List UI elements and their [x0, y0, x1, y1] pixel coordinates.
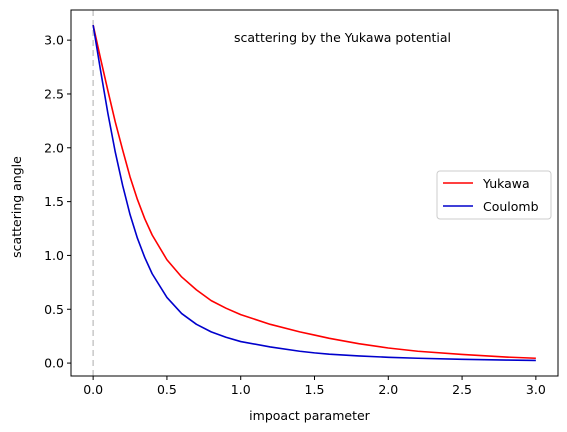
- y-tick-label: 1.0: [44, 248, 64, 263]
- x-tick-label: 2.5: [452, 382, 472, 397]
- x-ticks: 0.0 0.5 1.0 1.5 2.0 2.5 3.0: [83, 376, 546, 397]
- legend: Yukawa Coulomb: [436, 170, 552, 220]
- x-axis-label: impoact parameter: [249, 408, 370, 423]
- chart-annotation: scattering by the Yukawa potential: [234, 30, 451, 45]
- y-tick-label: 3.0: [44, 33, 64, 48]
- y-tick-label: 2.5: [44, 86, 64, 101]
- x-tick-label: 1.0: [231, 382, 251, 397]
- x-tick-label: 2.0: [378, 382, 398, 397]
- x-tick-label: 0.5: [157, 382, 177, 397]
- series-line-coulomb: [92, 24, 536, 362]
- y-tick-label: 0.0: [44, 356, 64, 371]
- y-tick-label: 1.5: [44, 194, 64, 209]
- y-tick-label: 0.5: [44, 302, 64, 317]
- x-tick-label: 0.0: [83, 382, 103, 397]
- series-layer: [92, 24, 536, 362]
- series-line-yukawa: [92, 24, 536, 360]
- y-tick-label: 2.0: [44, 140, 64, 155]
- y-ticks: 0.0 0.5 1.0 1.5 2.0 2.5 3.0: [44, 33, 71, 371]
- x-tick-label: 3.0: [526, 382, 546, 397]
- y-axis-label: scattering angle: [9, 156, 24, 258]
- legend-label-yukawa: Yukawa: [482, 176, 530, 191]
- legend-label-coulomb: Coulomb: [483, 199, 539, 214]
- x-tick-label: 1.5: [305, 382, 325, 397]
